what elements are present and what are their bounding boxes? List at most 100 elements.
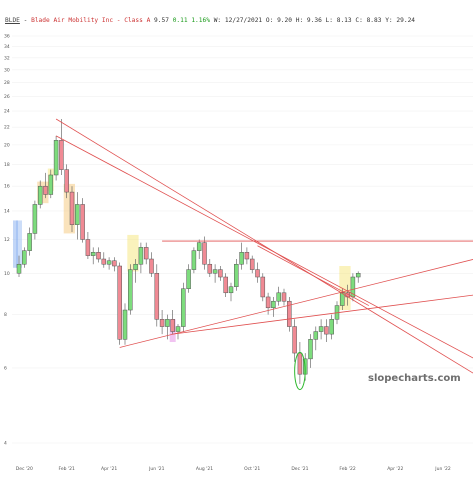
y-tick-label: 26 [4,94,10,100]
candle-body [287,300,292,327]
highlight-zone [37,181,49,204]
candle-body [112,260,117,267]
candle-body [355,273,361,278]
trendline [257,245,369,306]
bottom-ellipse [294,351,306,391]
y-tick-label: 10 [4,271,10,277]
x-tick-label: Oct '21 [244,466,260,472]
candle-body [292,326,297,354]
trendline [119,259,473,348]
x-axis: Dec '20 Feb '21 Apr '21 Jun '21 Aug '21 Oct '… [16,466,451,472]
high-label: H: [295,17,304,24]
x-tick-label: Apr '21 [101,466,117,472]
candle-body [149,258,154,274]
y-tick-label: 32 [4,55,10,61]
candle-body [122,309,128,340]
candle-body [196,242,202,251]
candle-body [239,252,244,265]
timeframe-label: W: [213,17,222,24]
trendlines [55,118,473,391]
candle-body [265,296,271,309]
highlight-zone [127,234,139,272]
candle-body [340,292,345,306]
candle-body [101,258,107,265]
low-value: 8.13 [336,17,352,24]
candle-body [80,204,85,240]
candle-body [318,326,324,332]
trendline [172,294,473,335]
price-change: 0.11 [172,17,188,24]
candle-body [133,263,138,270]
candle-body [191,250,197,270]
candle-body [218,269,223,278]
candle-body [175,326,181,332]
candle-body [271,300,276,309]
y-tick-label: 24 [4,109,10,115]
y-tick-label: 28 [4,80,10,86]
candle-body [228,286,234,294]
y-tick-label: 30 [4,67,10,73]
candle-body [255,269,260,278]
candle-body [202,242,207,265]
candle-body [223,276,228,294]
candle-body [22,250,27,265]
candle-body [154,273,160,320]
ticker-symbol[interactable]: BLDE [5,17,20,24]
y-tick-label: 6 [4,365,7,371]
x-tick-label: Dec '21 [291,466,308,472]
x-tick-label: Jun '22 [434,466,451,472]
candle-body [59,140,64,170]
open-value: 9.20 [277,17,292,24]
candle-body [260,276,266,298]
x-tick-label: Feb '22 [339,466,355,472]
y-tick-label: 8 [4,312,7,318]
candle-body [276,292,281,302]
ytd-label: Y: [385,17,393,24]
candle-body [143,247,149,260]
left-range-bar [13,220,18,268]
candle-body [117,265,122,340]
candle-body [53,140,59,176]
candle-body [329,319,334,335]
trendline [55,118,473,374]
candle-body [85,239,91,256]
header-info: BLDE - Blade Air Mobility Inc - Class A … [5,17,416,24]
y-tick-label: 20 [4,142,10,148]
candle-body [207,263,213,274]
x-tick-label: Jun '21 [148,466,165,472]
candle-body [324,326,329,335]
y-axis: 36 34 32 30 28 26 24 22 20 18 16 14 12 10 8 6 4 [4,34,10,447]
candle-body [37,185,43,205]
low-label: L: [325,17,333,24]
x-tick-label: Feb '21 [59,466,75,472]
candle-body [297,352,303,375]
high-value: 9.36 [306,17,322,24]
y-tick-label: 34 [4,44,10,50]
grid [12,35,473,444]
candle-body [69,191,75,225]
candle-body [212,269,218,274]
y-tick-label: 14 [4,208,10,214]
candle-body [281,292,287,302]
candle-body [128,269,133,311]
candle-body [96,252,101,260]
candle-body [106,260,112,265]
candle-body [48,174,54,195]
bar-date: 12/27/2021 [224,17,263,24]
candle-body [90,252,96,256]
close-value: 8.83 [366,17,382,24]
candle-body [32,204,38,234]
y-tick-label: 22 [4,125,10,131]
highlight-zone [339,266,351,311]
x-tick-label: Apr '22 [387,466,403,472]
y-tick-label: 12 [4,237,10,243]
last-price: 9.57 [154,17,169,24]
x-tick-label: Aug '21 [196,466,213,472]
highlight-zone [16,220,22,268]
candle-body [313,331,319,340]
candle-body [75,204,80,225]
x-tick-label: Dec '20 [16,466,33,472]
company-name: Blade Air Mobility Inc - Class A [31,17,151,24]
price-change-pct: 1.16% [191,17,210,24]
